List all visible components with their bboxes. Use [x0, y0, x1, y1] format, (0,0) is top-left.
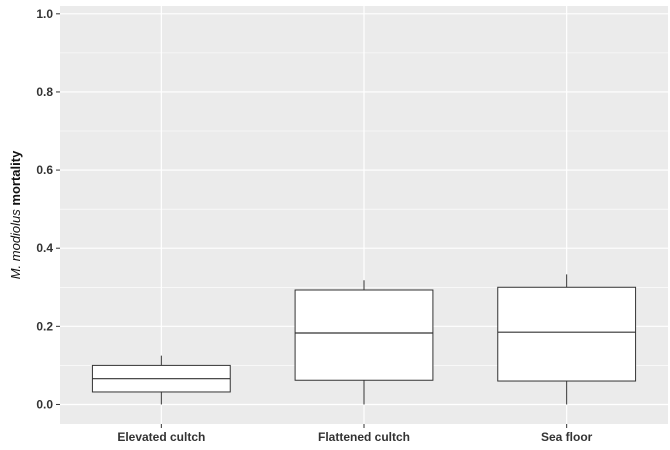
x-tick-label: Sea floor [541, 430, 593, 444]
y-tick-label: 0.2 [36, 319, 53, 333]
y-axis: 0.0 0.2 0.4 0.6 0.8 1.0 [36, 7, 60, 411]
x-axis: Elevated cultch Flattened cultch Sea floor [117, 424, 593, 444]
y-tick-label: 0.0 [36, 397, 53, 411]
y-axis-label: M. modiolus mortality [8, 150, 23, 279]
y-tick-label: 1.0 [36, 7, 53, 21]
box-group [497, 274, 637, 405]
y-tick-label: 0.8 [36, 85, 53, 99]
x-tick-label: Elevated cultch [117, 430, 205, 444]
box-iqr [294, 289, 434, 381]
y-tick-label: 0.6 [36, 163, 53, 177]
box-iqr [497, 286, 637, 382]
boxes-layer [91, 274, 637, 405]
box-group [294, 280, 434, 405]
box-group [91, 355, 231, 405]
y-tick-label: 0.4 [36, 241, 53, 255]
x-tick-label: Flattened cultch [318, 430, 410, 444]
